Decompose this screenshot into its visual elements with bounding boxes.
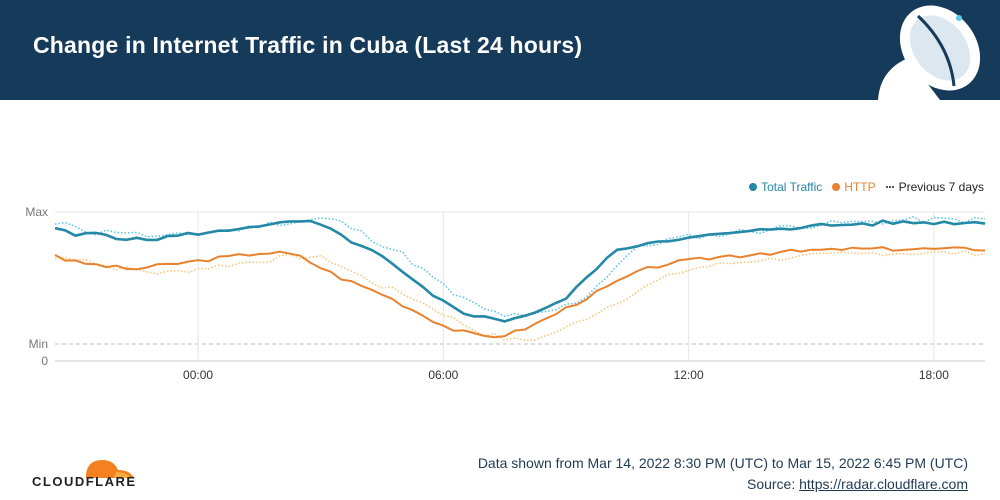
chart-grid: [55, 211, 985, 362]
source-link[interactable]: https://radar.cloudflare.com: [799, 476, 968, 492]
total-traffic-line: [54, 219, 986, 323]
y-tick-label: Max: [25, 205, 48, 219]
previous-7-days-lines: [54, 215, 986, 342]
satellite-dish-icon: [878, 5, 981, 100]
axis-labels: 00:00 06:00 12:00 18:00 Max Min 0: [25, 205, 949, 380]
y-tick-label: Min: [29, 337, 48, 351]
http-previous-line: [54, 249, 986, 342]
x-tick-label: 06:00: [428, 368, 458, 380]
legend-http[interactable]: HTTP: [832, 180, 876, 194]
legend-http-label: HTTP: [844, 180, 876, 194]
x-tick-label: 18:00: [919, 368, 949, 380]
x-tick-label: 00:00: [183, 368, 213, 380]
legend-previous-label: Previous 7 days: [898, 180, 984, 194]
cloudflare-cloud-icon: [86, 460, 134, 478]
cloudflare-logo: CLOUDFLARE: [32, 474, 137, 489]
http-line: [54, 246, 986, 339]
data-range-text: Data shown from Mar 14, 2022 8:30 PM (UT…: [477, 455, 968, 471]
current-lines: [54, 219, 986, 339]
legend-total[interactable]: Total Traffic: [749, 180, 822, 194]
chart-title: Change in Internet Traffic in Cuba (Last…: [33, 32, 583, 58]
chart-footer: Data shown from Mar 14, 2022 8:30 PM (UT…: [478, 453, 968, 495]
legend-previous: Previous 7 days: [885, 180, 984, 194]
legend-total-label: Total Traffic: [761, 180, 823, 194]
x-tick-label: 12:00: [674, 368, 704, 380]
source-prefix: Source:: [746, 476, 800, 492]
dotted-line-icon: [885, 186, 894, 188]
traffic-chart: 00:00 06:00 12:00 18:00 Max Min 0: [25, 205, 986, 380]
http-dot-icon: [832, 183, 841, 191]
chart-legend: Total Traffic HTTP Previous 7 days: [749, 180, 984, 194]
source-line: Source: https://radar.cloudflare.com: [478, 474, 968, 495]
y-tick-label: 0: [41, 354, 48, 368]
total-previous-line: [54, 215, 986, 318]
total-dot-icon: [749, 183, 758, 191]
chart-header: Change in Internet Traffic in Cuba (Last…: [0, 0, 1000, 100]
